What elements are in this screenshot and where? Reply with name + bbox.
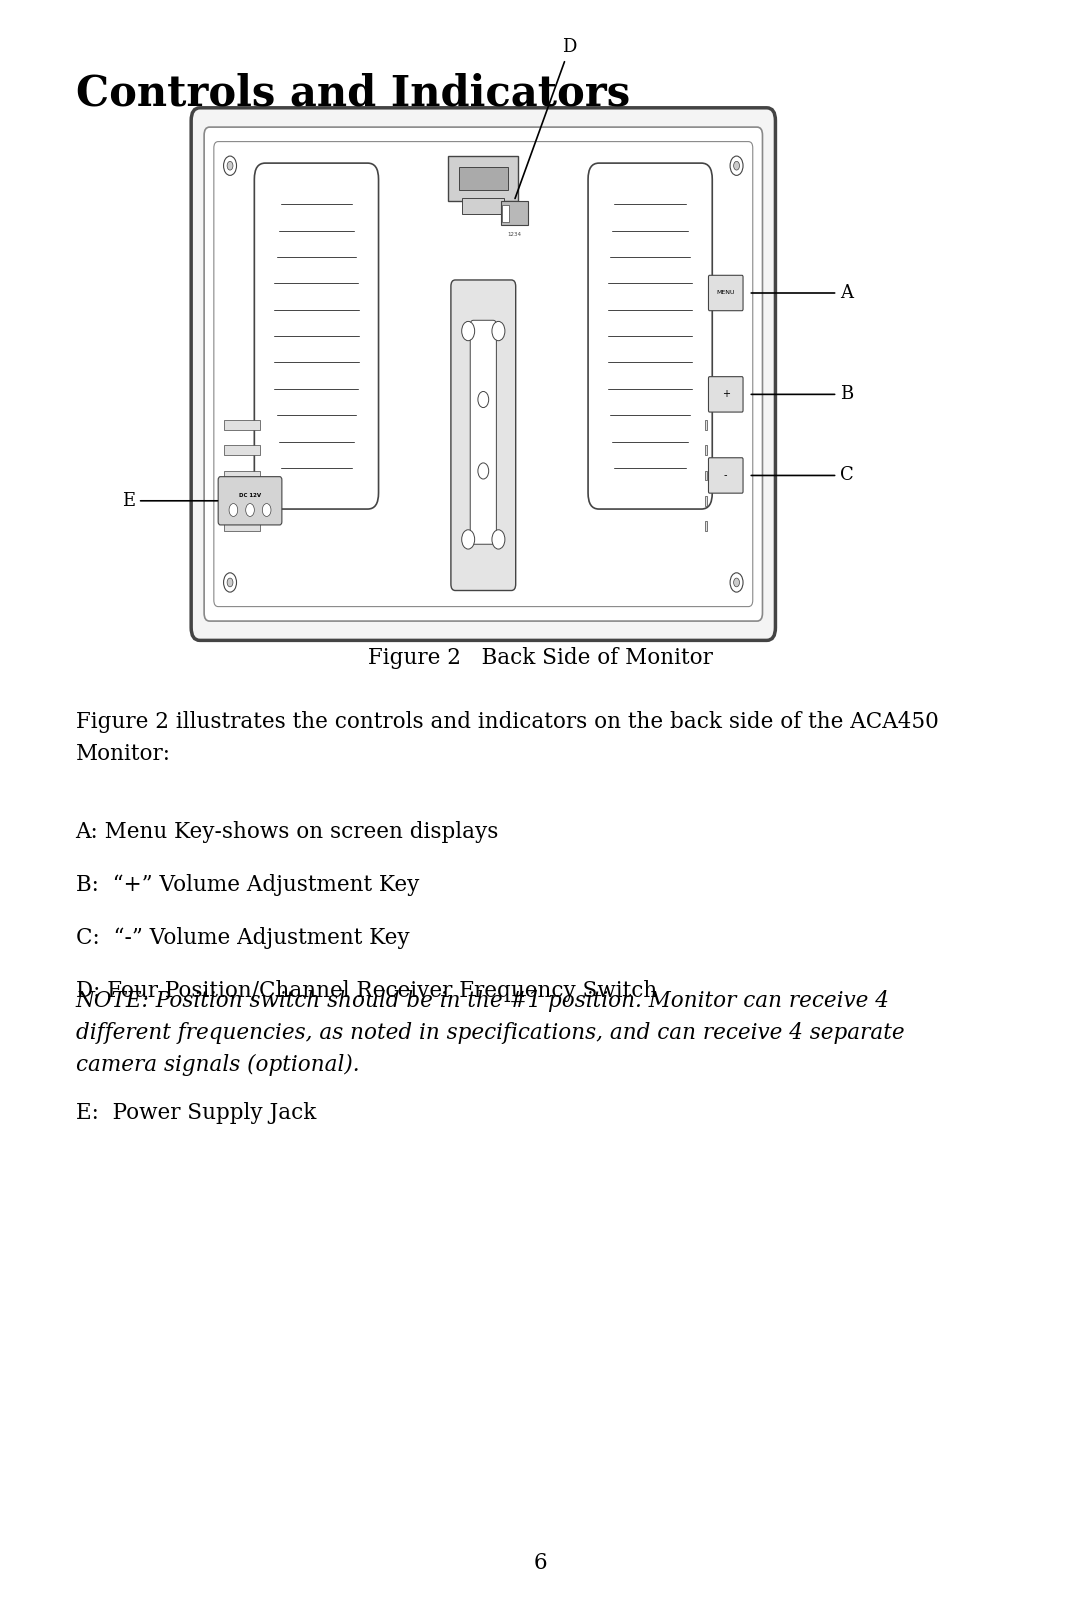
Circle shape <box>224 156 237 175</box>
Text: E: E <box>122 492 217 510</box>
Text: Figure 2 illustrates the controls and indicators on the back side of the ACA450
: Figure 2 illustrates the controls and in… <box>76 711 939 766</box>
Circle shape <box>730 573 743 592</box>
Circle shape <box>478 391 488 407</box>
Text: C:  “-” Volume Adjustment Key: C: “-” Volume Adjustment Key <box>76 927 409 949</box>
Bar <box>705 446 707 455</box>
FancyBboxPatch shape <box>451 280 516 591</box>
Bar <box>224 446 260 455</box>
Text: 6: 6 <box>534 1551 546 1574</box>
Text: Controls and Indicators: Controls and Indicators <box>76 72 630 114</box>
Bar <box>462 198 504 214</box>
Text: C: C <box>752 467 854 484</box>
Circle shape <box>227 578 233 587</box>
Text: A: A <box>752 285 853 302</box>
Bar <box>224 496 260 505</box>
Bar <box>448 156 518 201</box>
Circle shape <box>224 573 237 592</box>
FancyBboxPatch shape <box>708 377 743 412</box>
Bar <box>459 167 508 190</box>
Bar <box>501 201 528 225</box>
Text: B: B <box>752 386 853 404</box>
Text: -: - <box>724 470 728 481</box>
Circle shape <box>229 504 238 516</box>
Circle shape <box>492 322 505 341</box>
FancyBboxPatch shape <box>204 127 762 621</box>
Text: D: D <box>515 39 577 198</box>
Text: Figure 2   Back Side of Monitor: Figure 2 Back Side of Monitor <box>367 647 713 669</box>
Circle shape <box>462 322 475 341</box>
Text: NOTE: Position switch should be in the #1 position. Monitor can receive 4
differ: NOTE: Position switch should be in the #… <box>76 990 904 1076</box>
FancyBboxPatch shape <box>470 320 497 544</box>
Text: MENU: MENU <box>716 291 735 296</box>
Bar <box>705 496 707 505</box>
Bar <box>502 204 510 222</box>
Circle shape <box>246 504 255 516</box>
Circle shape <box>227 161 233 171</box>
Text: A: Menu Key-shows on screen displays: A: Menu Key-shows on screen displays <box>76 821 499 843</box>
Text: D: Four Position/Channel Receiver Frequency Switch: D: Four Position/Channel Receiver Freque… <box>76 980 657 1002</box>
Circle shape <box>478 463 488 479</box>
FancyBboxPatch shape <box>588 163 713 508</box>
Bar <box>705 470 707 479</box>
FancyBboxPatch shape <box>708 275 743 311</box>
Text: B:  “+” Volume Adjustment Key: B: “+” Volume Adjustment Key <box>76 874 419 896</box>
Bar <box>224 420 260 430</box>
Circle shape <box>733 578 740 587</box>
FancyBboxPatch shape <box>191 108 775 640</box>
FancyBboxPatch shape <box>214 142 753 607</box>
Bar <box>224 470 260 479</box>
Text: +: + <box>721 389 730 399</box>
Bar <box>224 521 260 531</box>
Circle shape <box>492 529 505 549</box>
Text: 1234: 1234 <box>508 232 521 237</box>
FancyBboxPatch shape <box>708 457 743 492</box>
Circle shape <box>733 161 740 171</box>
Bar <box>705 521 707 531</box>
Circle shape <box>462 529 475 549</box>
FancyBboxPatch shape <box>218 476 282 525</box>
FancyBboxPatch shape <box>255 163 378 508</box>
Text: E:  Power Supply Jack: E: Power Supply Jack <box>76 1102 316 1125</box>
Bar <box>705 420 707 430</box>
Text: DC 12V: DC 12V <box>239 494 261 499</box>
Circle shape <box>730 156 743 175</box>
Circle shape <box>262 504 271 516</box>
